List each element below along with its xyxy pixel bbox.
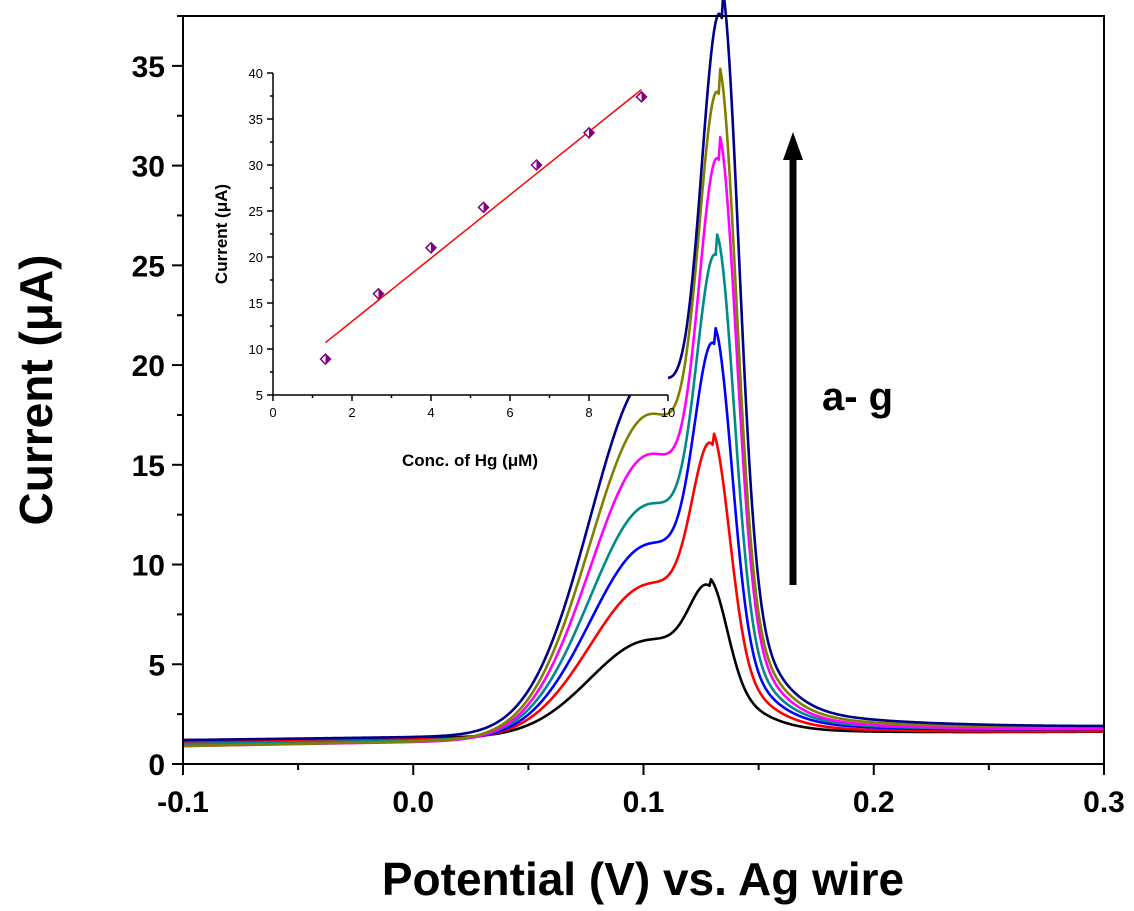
main-x-axis-title: Potential (V) vs. Ag wire [382,853,904,905]
main-y-axis-title: Current (μA) [10,255,62,526]
inset-y-tick-label: 40 [249,66,263,81]
inset-y-tick-label: 30 [249,158,263,173]
main-y-tick-labels: 0 5 10 15 20 25 30 35 [132,51,165,782]
inset-x-axis-title: Conc. of Hg (μM) [402,451,538,470]
inset-data-point [530,158,543,172]
inset-data-point [635,90,648,103]
inset-y-tick-label: 25 [249,204,263,219]
inset-data-point [477,201,490,214]
inset-x-tick-label: 6 [506,405,513,420]
inset-x-tick-label: 10 [661,405,675,420]
x-tick-label: 0.3 [1083,786,1125,819]
inset-data-point [319,353,332,366]
y-tick-label: 5 [148,649,165,682]
inset-x-tick-label: 4 [427,405,434,420]
y-tick-label: 35 [132,51,165,84]
inset-x-tick-label: 2 [348,405,355,420]
curve-series-f [182,67,1105,748]
y-tick-label: 25 [132,250,165,283]
main-x-tick-labels: -0.1 0.0 0.1 0.2 0.3 [157,786,1125,819]
inset-background [273,73,668,395]
inset-x-tick-label: 0 [269,405,276,420]
x-tick-label: 0.2 [853,786,895,819]
inset-y-tick-label: 20 [249,250,263,265]
y-tick-label: 15 [132,450,165,483]
inset-plot-group: 5 10 15 20 25 30 35 40 0 2 4 6 8 10 Conc. of Hg (μM)… [212,66,675,470]
inset-axis-ticks [267,72,669,401]
y-tick-label: 20 [132,350,165,383]
inset-data-point [424,241,438,254]
curve-series-b [182,432,1105,744]
curve-series-a [182,578,1105,742]
y-tick-label: 10 [132,550,165,583]
increase-arrow [783,132,803,585]
main-axis-ticks [172,15,1105,775]
inset-data-point [582,126,596,139]
inset-y-tick-label: 10 [249,342,263,357]
x-tick-label: 0.1 [623,786,665,819]
inset-y-tick-label: 5 [256,388,263,403]
inset-y-axis-title: Current (μA) [212,184,231,284]
y-tick-label: 0 [148,749,165,782]
inset-data-point [372,287,385,300]
x-tick-label: 0.0 [392,786,434,819]
inset-x-tick-labels: 0 2 4 6 8 10 [269,405,675,420]
inset-y-tick-label: 35 [249,112,263,127]
y-tick-label: 30 [132,151,165,184]
inset-y-tick-label: 15 [249,296,263,311]
series-range-annotation: a- g [822,375,893,419]
inset-x-tick-label: 8 [585,405,592,420]
inset-data-points [319,90,648,366]
inset-y-tick-labels: 5 10 15 20 25 30 35 40 [249,66,263,403]
x-tick-label: -0.1 [157,786,209,819]
